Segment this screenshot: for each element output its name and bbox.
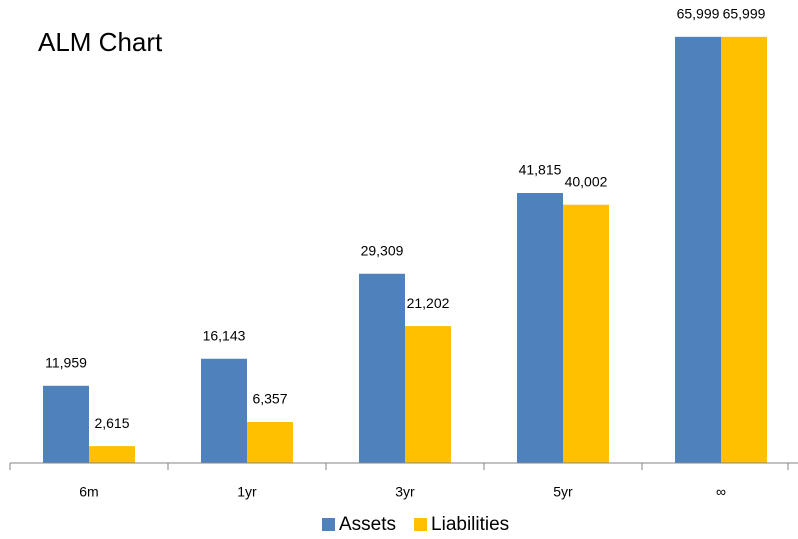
data-label: 40,002 xyxy=(565,173,608,189)
data-label: 21,202 xyxy=(407,295,450,311)
legend-swatch xyxy=(322,518,335,531)
data-label: 65,999 xyxy=(723,6,766,22)
bar xyxy=(43,385,89,463)
bar xyxy=(359,273,405,463)
data-label: 65,999 xyxy=(677,6,720,22)
data-label: 11,959 xyxy=(45,354,87,370)
legend-label: Assets xyxy=(339,514,396,535)
bar xyxy=(517,192,563,463)
bar xyxy=(563,204,609,464)
x-tick-label: 3yr xyxy=(395,484,415,500)
bar xyxy=(201,358,247,463)
bar xyxy=(405,326,451,463)
x-tick-label: ∞ xyxy=(716,484,726,500)
data-label: 41,815 xyxy=(519,162,562,178)
x-tick-label: 5yr xyxy=(553,484,573,500)
x-tick-label: 6m xyxy=(79,484,98,500)
x-tick-label: 1yr xyxy=(237,484,257,500)
legend-swatch xyxy=(414,518,428,531)
data-label: 16,143 xyxy=(203,327,246,343)
chart-title: ALM Chart xyxy=(38,27,163,57)
legend-label: Liabilities xyxy=(431,514,509,535)
data-label: 2,615 xyxy=(94,415,129,431)
bar xyxy=(89,446,135,463)
bar xyxy=(247,421,293,463)
data-label: 29,309 xyxy=(361,242,404,258)
bar xyxy=(721,36,767,464)
data-label: 6,357 xyxy=(252,391,287,407)
bar xyxy=(675,36,721,464)
